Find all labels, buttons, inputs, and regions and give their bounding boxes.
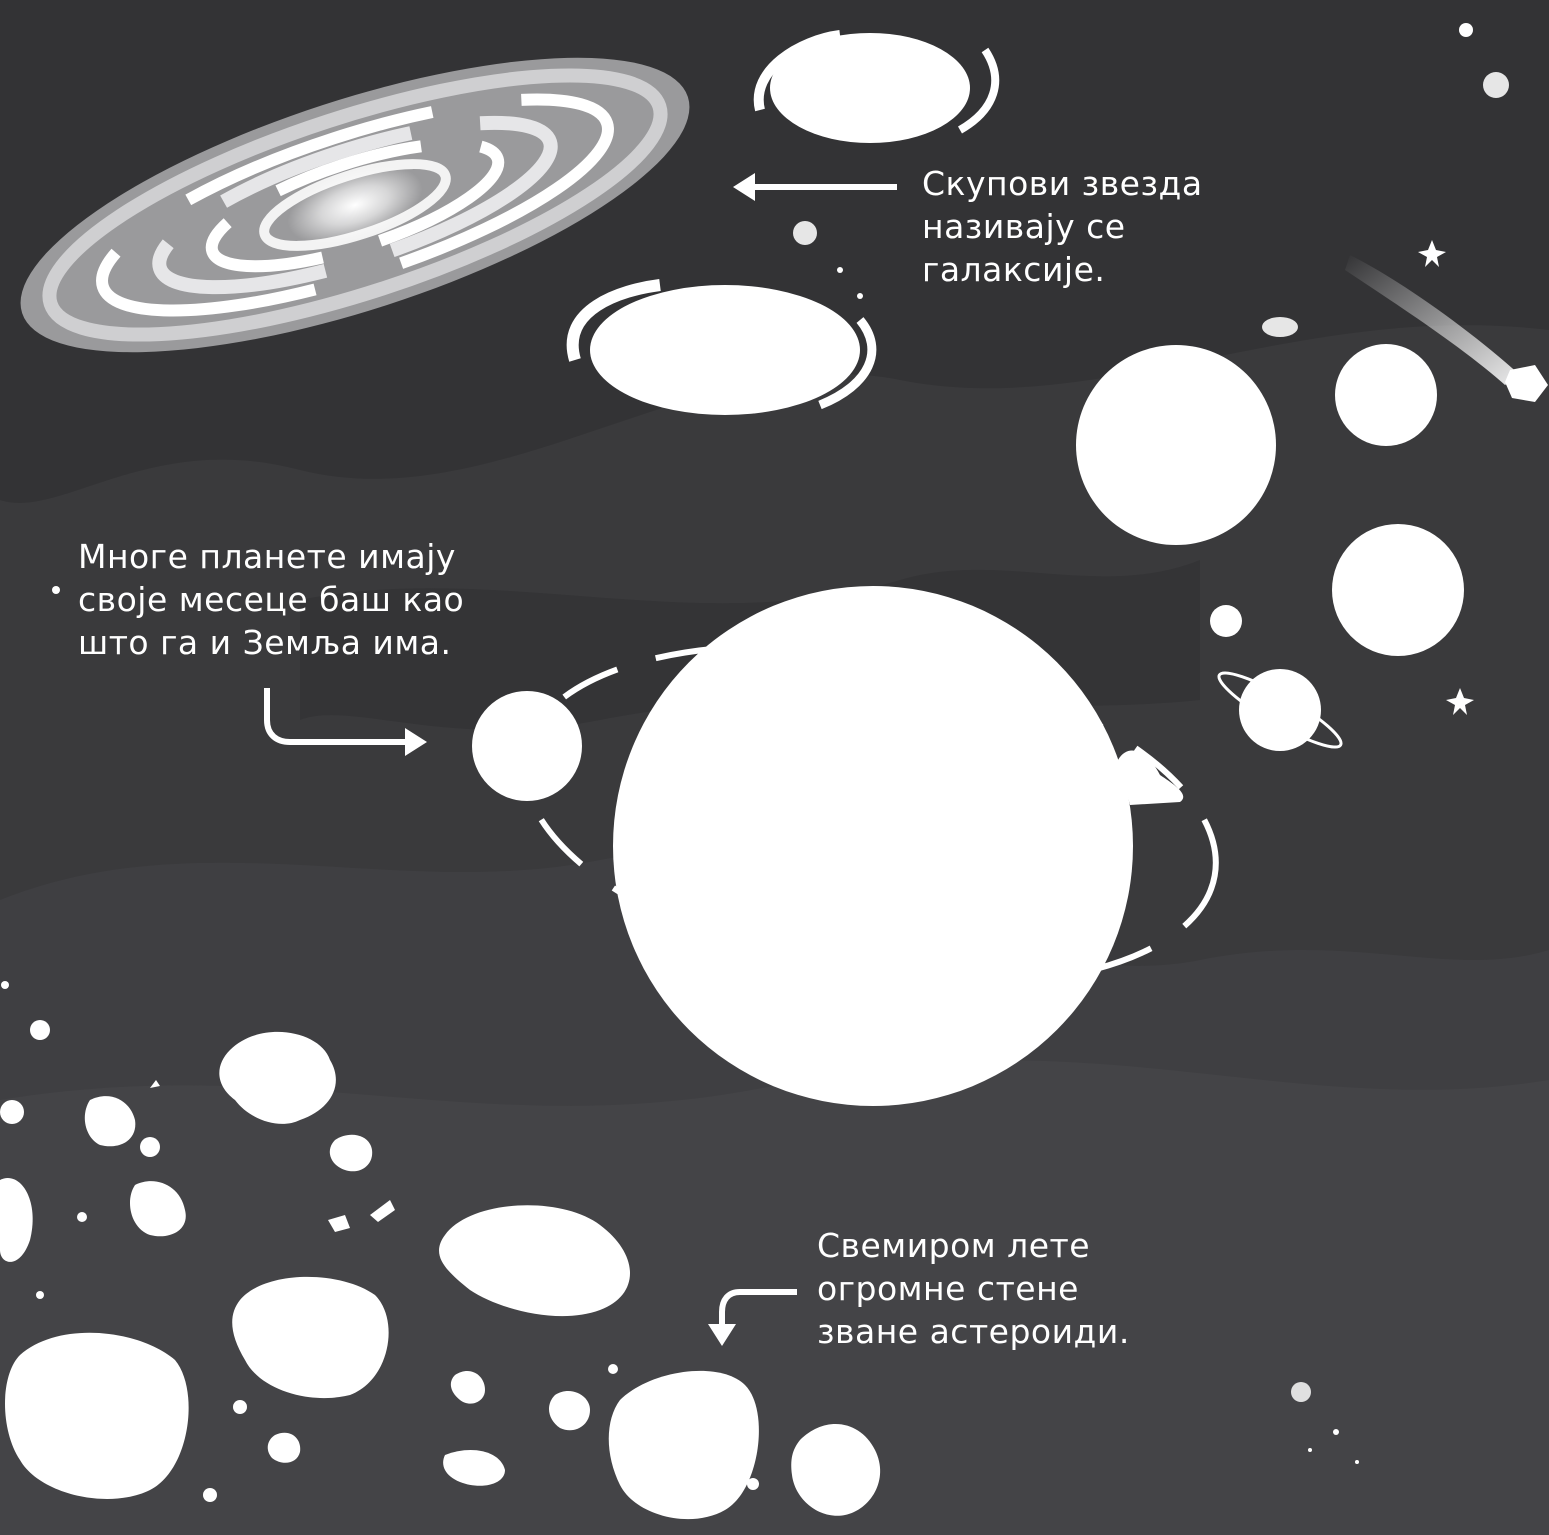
asteroid-icon bbox=[370, 1200, 395, 1222]
star-icon bbox=[857, 293, 863, 299]
caption-line: своје месеце баш као bbox=[78, 580, 465, 619]
star-icon bbox=[1418, 240, 1446, 267]
elliptical-galaxy-icon bbox=[753, 30, 1000, 143]
asteroid-icon bbox=[328, 1215, 350, 1232]
asteroid-icon bbox=[267, 1432, 301, 1463]
star-icon bbox=[1, 981, 9, 989]
asteroid-icon bbox=[443, 1450, 505, 1486]
large-planet-icon bbox=[613, 586, 1133, 1106]
moon-icon bbox=[472, 691, 582, 801]
caption-line: Свемиром лете bbox=[817, 1226, 1091, 1265]
asteroid-icon bbox=[84, 1096, 136, 1147]
asteroid-icon bbox=[791, 1423, 881, 1516]
asteroid-icon bbox=[329, 1134, 373, 1172]
asteroid-icon bbox=[130, 1181, 186, 1237]
elliptical-galaxy-icon bbox=[566, 279, 877, 415]
galaxies-caption: Скупови звезда називају се галаксије. bbox=[922, 162, 1203, 291]
asteroid-icon bbox=[450, 1370, 485, 1404]
planet-icon bbox=[1335, 344, 1437, 446]
moons-caption: Многе планете имају своје месеце баш као… bbox=[78, 535, 464, 664]
star-dots bbox=[1, 23, 1509, 1464]
asteroid-icon bbox=[1262, 317, 1298, 337]
planet-icon bbox=[1076, 345, 1276, 545]
caption-line: називају се bbox=[922, 207, 1126, 246]
asteroid-icon bbox=[140, 1137, 160, 1157]
comet-icon bbox=[1262, 255, 1548, 402]
caption-line: Скупови звезда bbox=[922, 164, 1203, 203]
spiral-galaxy-icon bbox=[20, 57, 690, 353]
ringed-planet-icon bbox=[1217, 669, 1343, 751]
asteroid-icon bbox=[0, 1178, 33, 1262]
asteroid-icon bbox=[747, 1478, 759, 1490]
asteroid-icon bbox=[608, 1370, 759, 1520]
star-icon bbox=[52, 586, 60, 594]
caption-line: галаксије. bbox=[922, 250, 1106, 289]
asteroid-icon bbox=[219, 1031, 336, 1124]
arrow-icon bbox=[733, 173, 897, 201]
star-icon bbox=[1333, 1429, 1339, 1435]
asteroid-icon bbox=[232, 1276, 389, 1399]
star-icon bbox=[793, 221, 817, 245]
asteroid-icon bbox=[608, 1364, 618, 1374]
star-icon bbox=[1210, 605, 1242, 637]
arrow-icon bbox=[708, 1289, 797, 1346]
star-icon bbox=[1291, 1382, 1311, 1402]
asteroid-field bbox=[0, 1020, 881, 1520]
asteroid-icon bbox=[439, 1205, 630, 1317]
caption-line: огромне стене bbox=[817, 1269, 1079, 1308]
asteroids-caption: Свемиром лете огромне стене зване астеро… bbox=[817, 1224, 1130, 1353]
asteroid-icon bbox=[5, 1332, 189, 1499]
star-icon bbox=[1355, 1460, 1359, 1464]
asteroid-icon bbox=[150, 1080, 160, 1088]
asteroid-icon bbox=[0, 1100, 24, 1124]
star-icon bbox=[1446, 688, 1474, 715]
asteroid-icon bbox=[30, 1020, 50, 1040]
asteroid-icon bbox=[36, 1291, 44, 1299]
asteroid-icon bbox=[233, 1400, 247, 1414]
caption-line: Многе планете имају bbox=[78, 537, 456, 576]
star-icon bbox=[1483, 72, 1509, 98]
star-icon bbox=[1459, 23, 1473, 37]
arrow-icon bbox=[264, 688, 427, 756]
star-icon bbox=[1308, 1448, 1312, 1452]
planet-icon bbox=[1332, 524, 1464, 656]
asteroid-icon bbox=[77, 1212, 87, 1222]
planet-bump-icon bbox=[1118, 750, 1184, 805]
caption-line: што га и Земља има. bbox=[78, 623, 452, 662]
star-icon bbox=[837, 267, 843, 273]
caption-line: зване астероиди. bbox=[817, 1312, 1130, 1351]
asteroid-icon bbox=[203, 1488, 217, 1502]
asteroid-icon bbox=[548, 1390, 590, 1431]
